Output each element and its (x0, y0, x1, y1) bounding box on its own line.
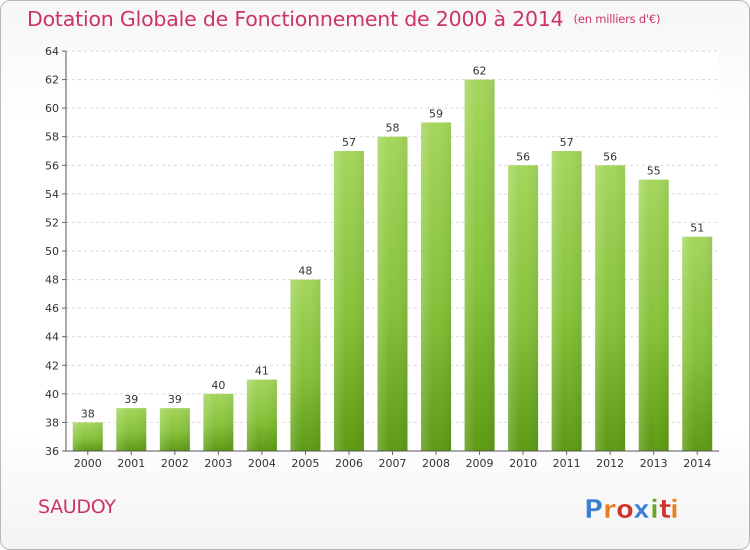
bar-shine (203, 393, 234, 451)
logo-letter: x (633, 495, 650, 525)
bar-shine (246, 379, 277, 451)
bar-shine (421, 122, 452, 451)
bar-value-label: 41 (255, 365, 269, 378)
logo-letter: r (603, 495, 616, 525)
bar-shine (377, 136, 408, 451)
bar-value-label: 39 (124, 393, 138, 406)
x-tick-label: 2006 (335, 457, 363, 470)
bar-value-label: 58 (386, 122, 400, 135)
y-tick-label: 46 (45, 302, 59, 315)
logo-letter: P (584, 495, 603, 525)
bar-value-label: 56 (603, 150, 617, 163)
bar-shine (72, 422, 103, 451)
bar-shine (682, 236, 713, 451)
bar-value-label: 56 (516, 150, 530, 163)
y-tick-label: 48 (45, 274, 59, 287)
bar-shine (551, 151, 582, 451)
bar-value-label: 51 (690, 222, 704, 235)
x-tick-label: 2009 (466, 457, 494, 470)
logo-letter: o (616, 495, 634, 525)
x-tick-label: 2007 (379, 457, 407, 470)
chart-title: Dotation Globale de Fonctionnement de 20… (27, 7, 661, 31)
bar-value-label: 57 (560, 136, 574, 149)
x-tick-label: 2011 (553, 457, 581, 470)
x-tick-label: 2005 (291, 457, 319, 470)
bar-shine (595, 165, 626, 452)
bar-value-label: 40 (211, 379, 225, 392)
y-tick-label: 62 (45, 74, 59, 87)
value-labels: 38 39 39 40 41 48 57 58 59 62 56 57 56 55 51 (81, 65, 704, 421)
y-tick-label: 50 (45, 245, 59, 258)
bar-value-label: 38 (81, 407, 95, 420)
bar-shine (159, 408, 190, 451)
y-tick-label: 40 (45, 388, 59, 401)
y-tick-label: 36 (45, 445, 59, 458)
y-tick-label: 64 (45, 45, 59, 58)
bar-shine (290, 279, 321, 451)
x-tick-label: 2013 (640, 457, 668, 470)
bar-value-label: 55 (647, 165, 661, 178)
bar-shine (333, 151, 364, 451)
x-tick-label: 2008 (422, 457, 450, 470)
bars (72, 79, 713, 452)
bar-value-label: 39 (168, 393, 182, 406)
bar-value-label: 48 (298, 265, 312, 278)
x-tick-label: 2012 (596, 457, 624, 470)
axes: 36 38 40 42 44 46 48 50 52 54 56 58 60 62 64 2000 2001 20… (45, 45, 719, 470)
logo-letter: i (650, 495, 659, 525)
logo-letter: i (670, 495, 679, 525)
x-tick-label: 2003 (204, 457, 232, 470)
y-tick-label: 52 (45, 216, 59, 229)
bar-value-label: 59 (429, 107, 443, 120)
y-tick-label: 42 (45, 359, 59, 372)
y-tick-label: 54 (45, 188, 59, 201)
bar-value-label: 57 (342, 136, 356, 149)
bar-shine (116, 408, 147, 451)
bar-value-label: 62 (473, 65, 487, 78)
bar-shine (508, 165, 539, 452)
logo-letter: t (659, 495, 671, 525)
y-tick-label: 56 (45, 159, 59, 172)
x-tick-label: 2002 (161, 457, 189, 470)
x-tick-label: 2004 (248, 457, 276, 470)
x-tick-label: 2010 (509, 457, 537, 470)
title-text: Dotation Globale de Fonctionnement de 20… (27, 7, 564, 31)
y-tick-label: 60 (45, 102, 59, 115)
x-tick-label: 2000 (74, 457, 102, 470)
x-tick-label: 2001 (117, 457, 145, 470)
bar-shine (638, 179, 669, 452)
unit-note: (en milliers d'€) (573, 12, 661, 26)
x-tick-label: 2014 (683, 457, 711, 470)
city-name: SAUDOY (38, 496, 116, 518)
y-tick-label: 44 (45, 331, 59, 344)
y-tick-label: 58 (45, 131, 59, 144)
y-tick-label: 38 (45, 416, 59, 429)
bar-shine (464, 79, 495, 452)
